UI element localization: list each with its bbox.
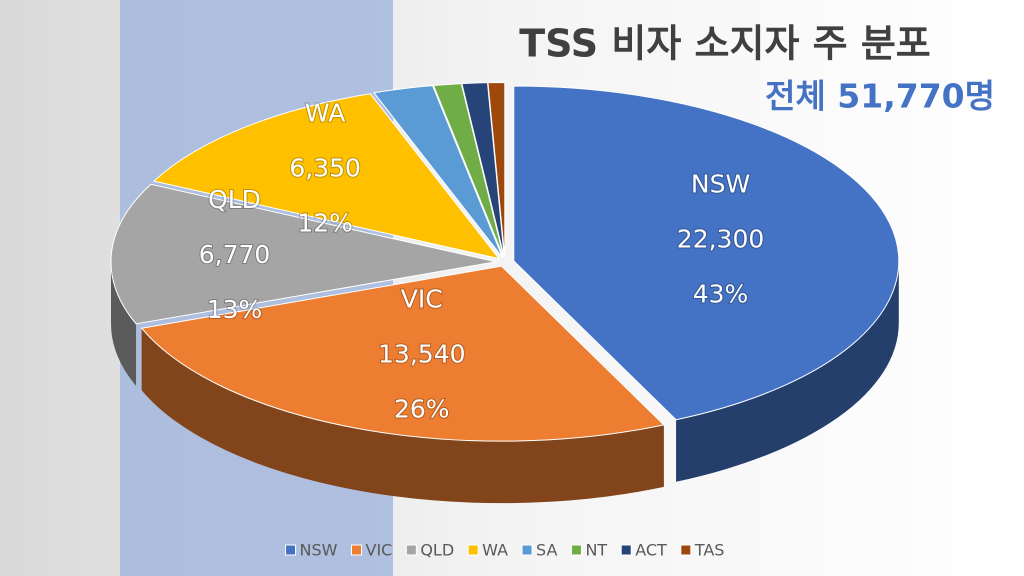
slice xyxy=(513,85,900,421)
slice-label: QLD xyxy=(208,185,261,214)
slice xyxy=(152,93,501,260)
slice-percent-label: 13% xyxy=(207,295,263,324)
legend-label: TAS xyxy=(694,541,725,560)
legend-item: WA xyxy=(467,541,508,560)
legend-swatch xyxy=(405,544,417,556)
legend-item: ACT xyxy=(620,541,667,560)
slice-value-label: 22,300 xyxy=(677,224,764,253)
chart-subtitle: 전체 51,770명 xyxy=(765,77,995,116)
legend-item: NT xyxy=(570,541,607,560)
slice-side xyxy=(141,328,664,504)
chart-title: TSS 비자 소지자 주 분포 xyxy=(519,22,931,66)
legend-label: WA xyxy=(482,541,508,560)
slice-value-label: 13,540 xyxy=(378,339,465,368)
legend-swatch xyxy=(620,544,632,556)
legend: NSW VIC QLD WA SA NT ACT TAS xyxy=(285,541,725,560)
slice xyxy=(140,265,665,442)
legend-label: NSW xyxy=(300,541,338,560)
legend-item: VIC xyxy=(350,541,392,560)
legend-item: NSW xyxy=(285,541,338,560)
slice-value-label: 6,770 xyxy=(199,240,271,269)
slice-label: WA xyxy=(305,99,345,128)
labels: NSW 22,300 43% VIC 13,540 26% QLD 6,770 13% WA 6,3… xyxy=(198,98,766,425)
slice-percent-label: 26% xyxy=(394,394,450,423)
slice xyxy=(461,82,505,258)
legend-item: QLD xyxy=(405,541,454,560)
legend-swatch xyxy=(521,544,533,556)
legend-label: ACT xyxy=(635,541,667,560)
slice-side xyxy=(676,261,899,482)
slice-percent-label: 12% xyxy=(297,209,353,238)
legend-swatch xyxy=(350,544,362,556)
legend-label: NT xyxy=(585,541,607,560)
legend-swatch xyxy=(570,544,582,556)
legend-item: SA xyxy=(521,541,558,560)
legend-label: SA xyxy=(536,541,557,560)
slice xyxy=(110,183,497,325)
slice-percent-label: 43% xyxy=(693,279,749,308)
slice xyxy=(372,85,504,258)
legend-item: TAS xyxy=(680,541,725,560)
legend-label: QLD xyxy=(420,541,454,560)
slice-value-label: 6,350 xyxy=(289,154,361,183)
slice-side xyxy=(111,261,137,386)
slice xyxy=(487,82,506,258)
pie xyxy=(110,82,900,504)
legend-swatch xyxy=(467,544,479,556)
legend-swatch xyxy=(680,544,692,556)
slice-label: NSW xyxy=(691,169,750,198)
slice xyxy=(432,83,505,258)
slice-label: VIC xyxy=(401,284,443,313)
legend-label: VIC xyxy=(365,541,392,560)
legend-swatch xyxy=(285,544,297,556)
